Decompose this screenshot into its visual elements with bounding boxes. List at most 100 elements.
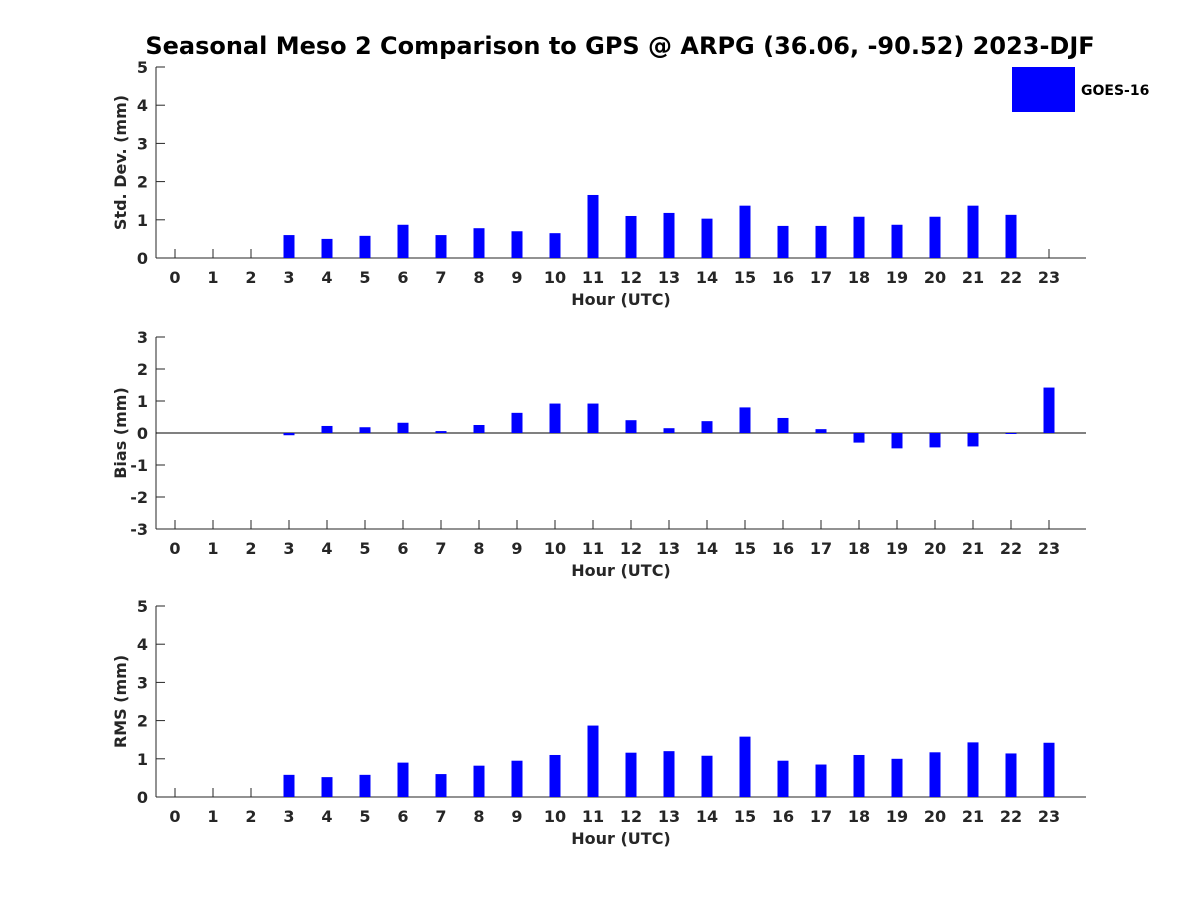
x-tick-label: 20 <box>924 268 946 287</box>
legend-swatch <box>1012 67 1075 112</box>
bar <box>777 417 789 433</box>
bar <box>929 752 941 797</box>
y-axis-label: Std. Dev. (mm) <box>111 95 130 230</box>
bar <box>625 752 637 797</box>
bar <box>549 754 561 797</box>
y-tick-label: 2 <box>137 360 148 379</box>
x-tick-label: 5 <box>359 268 370 287</box>
bar <box>663 751 675 797</box>
x-tick-label: 16 <box>772 539 794 558</box>
x-tick-label: 3 <box>283 539 294 558</box>
x-tick-label: 7 <box>435 807 446 826</box>
x-tick-label: 14 <box>696 268 718 287</box>
y-tick-label: 5 <box>137 597 148 616</box>
x-tick-label: 11 <box>582 268 604 287</box>
bar <box>815 429 827 433</box>
legend-label: GOES-16 <box>1081 83 1149 99</box>
x-tick-label: 12 <box>620 268 642 287</box>
x-tick-label: 8 <box>473 807 484 826</box>
bar <box>321 777 333 797</box>
x-tick-label: 19 <box>886 539 908 558</box>
bar <box>891 433 903 449</box>
x-tick-label: 23 <box>1038 268 1060 287</box>
y-tick-label: 0 <box>137 249 148 268</box>
x-tick-label: 0 <box>169 268 180 287</box>
x-tick-label: 18 <box>848 807 870 826</box>
bar <box>663 212 675 258</box>
bar <box>1043 742 1055 797</box>
x-tick-label: 10 <box>544 539 566 558</box>
bar <box>435 431 447 433</box>
x-tick-label: 19 <box>886 268 908 287</box>
bar <box>587 725 599 797</box>
y-tick-label: -2 <box>130 488 148 507</box>
x-tick-label: 22 <box>1000 539 1022 558</box>
bar <box>929 433 941 448</box>
x-tick-label: 17 <box>810 539 832 558</box>
y-tick-label: 5 <box>137 58 148 77</box>
y-tick-label: 3 <box>137 328 148 347</box>
bar <box>359 774 371 797</box>
x-tick-label: 16 <box>772 268 794 287</box>
x-tick-label: 1 <box>207 807 218 826</box>
x-tick-label: 15 <box>734 807 756 826</box>
x-tick-label: 19 <box>886 807 908 826</box>
y-axis-label: RMS (mm) <box>111 655 130 748</box>
x-tick-label: 7 <box>435 268 446 287</box>
x-tick-label: 11 <box>582 807 604 826</box>
bar <box>891 224 903 258</box>
y-tick-label: 1 <box>137 392 148 411</box>
bar <box>473 765 485 797</box>
x-tick-label: 0 <box>169 539 180 558</box>
x-tick-label: 22 <box>1000 807 1022 826</box>
bar <box>321 425 333 433</box>
x-tick-label: 8 <box>473 539 484 558</box>
x-tick-label: 10 <box>544 807 566 826</box>
bar <box>701 755 713 797</box>
x-tick-label: 23 <box>1038 807 1060 826</box>
x-tick-label: 21 <box>962 268 984 287</box>
x-tick-label: 18 <box>848 268 870 287</box>
x-tick-label: 13 <box>658 807 680 826</box>
bar <box>587 194 599 258</box>
x-tick-label: 23 <box>1038 539 1060 558</box>
x-tick-label: 3 <box>283 807 294 826</box>
bar <box>283 433 295 436</box>
x-tick-label: 3 <box>283 268 294 287</box>
x-tick-label: 21 <box>962 539 984 558</box>
x-tick-label: 22 <box>1000 268 1022 287</box>
x-tick-label: 1 <box>207 268 218 287</box>
x-tick-label: 20 <box>924 539 946 558</box>
y-tick-label: -3 <box>130 520 148 539</box>
x-tick-label: 14 <box>696 807 718 826</box>
x-tick-label: 2 <box>245 807 256 826</box>
x-tick-label: 16 <box>772 807 794 826</box>
y-tick-label: 4 <box>137 635 148 654</box>
bar <box>473 228 485 258</box>
x-tick-label: 13 <box>658 539 680 558</box>
x-tick-label: 4 <box>321 268 332 287</box>
y-tick-label: 4 <box>137 96 148 115</box>
y-tick-label: 0 <box>137 788 148 807</box>
bar <box>359 427 371 433</box>
y-tick-label: -1 <box>130 456 148 475</box>
x-tick-label: 6 <box>397 268 408 287</box>
x-tick-label: 2 <box>245 268 256 287</box>
bar <box>435 774 447 797</box>
x-tick-label: 17 <box>810 807 832 826</box>
x-tick-label: 10 <box>544 268 566 287</box>
x-tick-label: 9 <box>511 807 522 826</box>
y-tick-label: 1 <box>137 750 148 769</box>
x-tick-label: 17 <box>810 268 832 287</box>
x-tick-label: 5 <box>359 539 370 558</box>
bar <box>777 225 789 258</box>
x-tick-label: 0 <box>169 807 180 826</box>
x-tick-label: 15 <box>734 268 756 287</box>
bar <box>511 760 523 797</box>
x-tick-label: 21 <box>962 807 984 826</box>
bar <box>853 216 865 258</box>
bar <box>853 433 865 443</box>
x-tick-label: 11 <box>582 539 604 558</box>
